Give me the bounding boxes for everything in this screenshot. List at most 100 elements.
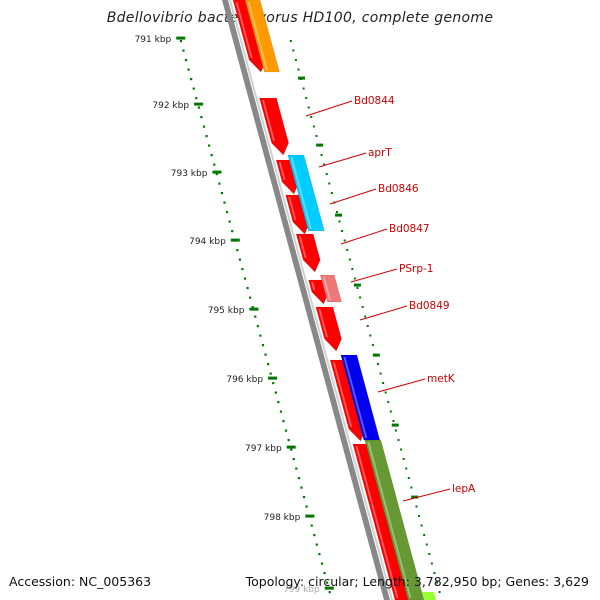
ruler-dot	[182, 49, 185, 52]
inner-dot	[433, 572, 436, 574]
ruler-dot	[254, 315, 257, 318]
ruler-dot	[236, 249, 239, 252]
inner-dot	[384, 391, 387, 394]
ruler-dot	[320, 562, 324, 565]
ruler-tick	[286, 445, 296, 449]
ruler-dot	[300, 486, 303, 489]
ruler-tick	[268, 376, 278, 380]
inner-dot	[343, 239, 346, 242]
ruler-dot	[231, 230, 234, 233]
inner-dot	[428, 553, 431, 555]
ruler-dot	[210, 154, 213, 157]
gene-leader-line	[350, 268, 398, 283]
ruler-dot	[313, 534, 316, 537]
feature-orange	[244, 0, 280, 73]
ruler-dot	[297, 477, 300, 480]
ruler-tick-label: 791 kbp	[135, 35, 172, 45]
ruler-tick	[305, 514, 315, 518]
ruler-dot	[295, 467, 298, 470]
inner-dot	[325, 173, 328, 175]
ruler-tick-label: 793 kbp	[171, 169, 208, 179]
ruler-dot	[192, 87, 195, 90]
inner-dot	[402, 458, 405, 460]
inner-dot	[359, 296, 362, 299]
ruler-tick	[212, 170, 222, 174]
ruler-dot	[213, 163, 216, 166]
inner-dot	[389, 410, 392, 413]
inner-tick	[353, 283, 361, 287]
gene-leader-line	[359, 305, 408, 321]
cds-red-shine	[262, 100, 276, 141]
ruler-tick	[249, 307, 259, 311]
inner-dot	[312, 125, 315, 128]
feature-olive	[364, 439, 425, 600]
inner-tick	[372, 353, 380, 357]
inner-dot	[328, 182, 331, 185]
inner-dot	[394, 429, 397, 432]
gene-label: Bd0844	[354, 95, 395, 107]
feature-pink	[319, 274, 342, 303]
inner-dot	[307, 106, 310, 109]
ruler-dot	[315, 543, 318, 546]
gene-label: PSrp-1	[399, 263, 433, 275]
ruler-dot	[202, 125, 206, 128]
backbone-shadow	[229, 0, 393, 600]
cds-red-shine	[235, 2, 253, 58]
ruler-dot	[220, 192, 224, 195]
inner-tick	[411, 495, 419, 499]
cds-red-shine	[288, 197, 297, 220]
inner-dot	[420, 524, 423, 527]
feature-cyan-shine	[290, 157, 312, 229]
inner-dot	[323, 163, 326, 166]
ruler-dot	[208, 144, 211, 147]
ruler-tick-label: 794 kbp	[189, 237, 226, 247]
ruler-dot	[287, 439, 290, 442]
ruler-dot	[197, 106, 200, 109]
ruler-dot	[323, 572, 326, 575]
ruler-tick	[194, 102, 204, 106]
inner-tick	[316, 143, 324, 147]
ruler-dot	[259, 334, 262, 337]
ruler-dot	[215, 173, 218, 176]
inner-dot	[335, 211, 338, 213]
ruler-dot	[205, 135, 208, 138]
cds-red	[259, 97, 289, 156]
inner-dot	[297, 68, 300, 71]
ruler-dot	[218, 182, 221, 185]
cds-red-shine	[318, 309, 328, 337]
ruler-dot	[251, 306, 254, 309]
inner-dot	[392, 420, 395, 422]
ruler-dot	[249, 296, 252, 299]
inner-dot	[305, 97, 308, 99]
gene-leader-line	[329, 188, 377, 205]
cds-red-shine	[278, 162, 286, 180]
feature-blue-shine	[343, 357, 368, 438]
feature-olive-shine	[367, 442, 412, 598]
ruler-dot	[277, 401, 280, 404]
ruler-dot	[246, 287, 249, 290]
ruler-dot	[267, 363, 270, 366]
ruler-dot	[284, 429, 288, 432]
gene-leader-line	[402, 488, 451, 502]
inner-dot	[315, 135, 318, 137]
cds-red-shine	[355, 446, 399, 598]
cds-red-shine	[311, 282, 316, 290]
inner-dot	[294, 59, 297, 61]
gene-leader-line	[377, 378, 426, 393]
inner-dot	[371, 344, 374, 346]
ruler-dot	[228, 220, 231, 223]
gene-label: aprT	[368, 147, 392, 159]
cds-red-shine	[332, 362, 353, 427]
inner-dot	[369, 334, 372, 337]
inner-dot	[379, 372, 382, 375]
ruler-dot	[190, 78, 193, 81]
ruler-tick	[324, 586, 334, 590]
inner-dot	[356, 287, 359, 289]
gene-label: lepA	[452, 483, 476, 495]
ruler-dot	[225, 211, 229, 214]
inner-dot	[410, 486, 413, 489]
ruler-dot	[223, 201, 226, 204]
gene-leader-line	[305, 100, 353, 117]
inner-dot	[292, 49, 295, 52]
